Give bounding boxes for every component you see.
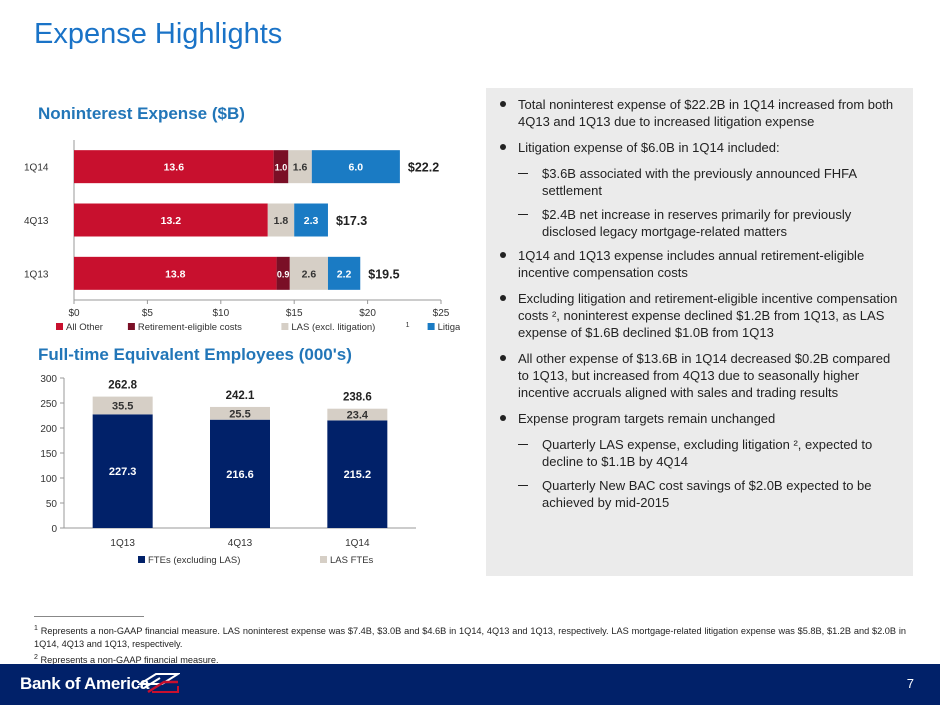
bullet: Litigation expense of $6.0B in 1Q14 incl… [496,139,903,156]
legend-label: LAS (excl. litigation) [291,322,375,333]
expense-chart-title: Noninterest Expense ($B) [38,104,245,123]
data-label: 13.2 [161,215,182,227]
bar-segment [74,203,268,237]
data-label: 1.0 [275,163,288,173]
category-label: 1Q14 [24,163,49,174]
legend-label: Litigation [438,322,460,333]
bar-segment [273,150,289,184]
total-label: 262.8 [108,380,137,392]
y-tick-label: 50 [46,499,58,510]
data-label: 2.2 [337,268,352,280]
bar-segment [74,150,274,184]
legend-swatch [281,323,289,330]
bank-logo-text: Bank of America [20,674,150,693]
bar-segment [210,406,270,420]
data-label: 0.9 [277,269,290,279]
legend-label: Retirement-eligible costs [138,322,242,333]
data-label: 2.6 [302,268,317,280]
legend-label: All Other [66,322,103,333]
commentary-panel: Total noninterest expense of $22.2B in 1… [486,88,913,576]
footnote-1: 1 Represents a non-GAAP financial measur… [34,625,906,650]
total-label: $19.5 [368,267,399,281]
legend-swatch [127,323,135,330]
footnote-2: 2 Represents a non-GAAP financial measur… [34,654,219,666]
x-tick-label: $20 [359,308,376,319]
x-tick-label: $25 [433,308,450,319]
fte-chart-title: Full-time Equivalent Employees (000's) [38,345,352,364]
page-number: 7 [906,676,914,691]
fte-chart: 0 50 100 150 200 250 300 227.3 35.5 262.8 1Q13 216.… [40,374,416,566]
legend-swatch [320,556,327,563]
footer-bar: Bank of America 7 [0,664,940,705]
data-label: 13.6 [164,162,185,174]
category-label: 1Q14 [345,538,370,549]
flag-logo-icon [138,673,180,694]
footnote-divider [34,616,144,617]
y-tick-label: 200 [40,424,57,435]
bar-segment [210,419,270,528]
bar-segment [289,256,328,290]
legend-label: LAS FTEs [330,555,374,566]
data-label: 23.4 [347,410,369,422]
bullet: 1Q14 and 1Q13 expense includes annual re… [496,247,903,281]
data-label: 6.0 [349,162,364,174]
legend-swatch [138,556,145,563]
bar-segment [327,408,388,421]
page-title: Expense Highlights [34,18,283,50]
bar-segment [92,396,153,415]
sub-bullet: Quarterly LAS expense, excluding litigat… [496,436,903,470]
bar-segment [327,420,388,528]
y-tick-label: 300 [40,374,57,385]
legend-swatch [56,323,63,330]
legend-swatch [427,323,435,330]
total-label: $22.2 [408,161,439,175]
bullet: All other expense of $13.6B in 1Q14 decr… [496,350,903,401]
bullet: Expense program targets remain unchanged [496,410,903,427]
x-tick-label: $15 [286,308,303,319]
x-tick-label: $5 [142,308,154,319]
data-label: 25.5 [229,408,250,420]
total-label: 242.1 [226,390,255,402]
footnotes: 1 Represents a non-GAAP financial measur… [34,622,906,667]
bar-segment [288,150,312,184]
bar-segment [311,150,400,184]
category-label: 1Q13 [110,538,135,549]
bullet: Excluding litigation and retirement-elig… [496,290,903,341]
data-label: 2.3 [304,215,319,227]
sub-bullet: $2.4B net increase in reserves primarily… [496,206,903,240]
commentary-list: Total noninterest expense of $22.2B in 1… [486,88,913,511]
sub-bullet: $3.6B associated with the previously ann… [496,165,903,199]
legend-label: FTEs (excluding LAS) [148,555,240,566]
y-tick-label: 100 [40,474,57,485]
bar-segment [327,256,361,290]
data-label: 215.2 [344,469,372,481]
data-label: 13.8 [165,268,186,280]
noninterest-expense-chart: $0 $5 $10 $15 $20 $25 1Q14 13.6 1.0 1.6 6.0 $22.2 4Q… [24,140,460,333]
y-tick-label: 150 [40,449,57,460]
total-label: 238.6 [343,392,372,404]
data-label: 216.6 [226,469,254,481]
bullet: Total noninterest expense of $22.2B in 1… [496,96,903,130]
legend-superscript: 1 [406,322,410,329]
bar-segment [276,256,290,290]
y-tick-label: 250 [40,399,57,410]
category-label: 4Q13 [228,538,253,549]
data-label: 1.8 [274,215,289,227]
category-label: 4Q13 [24,216,49,227]
bar-segment [74,256,277,290]
data-label: 227.3 [109,466,137,478]
y-tick-label: 0 [51,524,57,535]
sub-bullet: Quarterly New BAC cost savings of $2.0B … [496,477,903,511]
x-tick-label: $0 [68,308,80,319]
category-label: 1Q13 [24,269,49,280]
bar-segment [267,203,295,237]
total-label: $17.3 [336,214,367,228]
bar-segment [92,414,153,528]
data-label: 35.5 [112,400,133,412]
data-label: 1.6 [293,162,308,174]
x-tick-label: $10 [212,308,229,319]
bar-segment [294,203,328,237]
